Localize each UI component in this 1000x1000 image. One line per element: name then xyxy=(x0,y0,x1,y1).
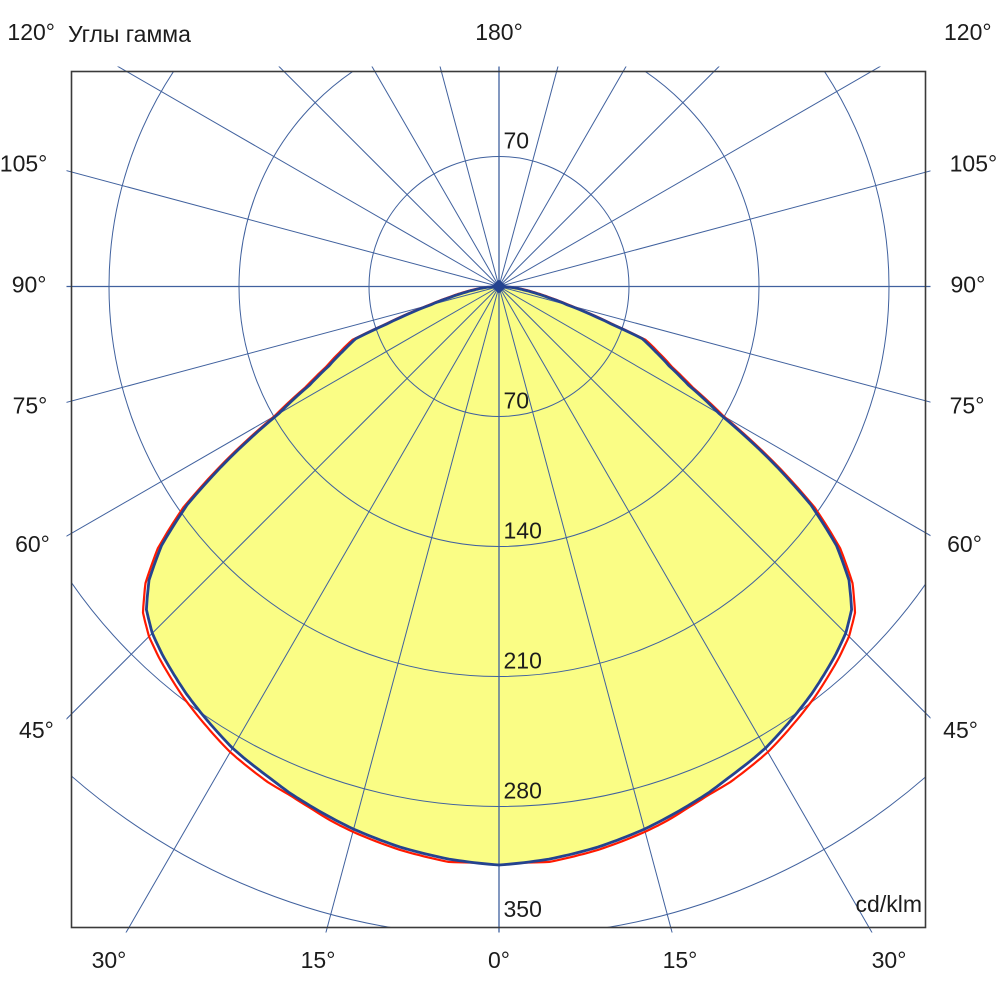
gamma-label-right-105: 105° xyxy=(950,151,998,177)
gamma-label-bottom-30: 30° xyxy=(92,947,127,973)
grid-ray-300 xyxy=(66,286,500,537)
unit-label: cd/klm xyxy=(856,891,922,917)
blue-curve-layer xyxy=(145,285,853,867)
grid-ray-120 xyxy=(498,66,882,287)
gamma-label-top-left-120: 120° xyxy=(7,19,55,45)
gamma-label-right-90: 90° xyxy=(951,272,986,298)
gamma-label-top-180: 180° xyxy=(475,19,523,45)
gamma-label-left-45: 45° xyxy=(19,717,54,743)
grid-ray-285 xyxy=(66,286,500,403)
chart-title: Углы гамма xyxy=(68,21,191,47)
grid-ray-45 xyxy=(498,286,931,719)
grid-ray-330 xyxy=(125,286,500,933)
grid-ray-150 xyxy=(498,66,627,287)
grid-ray-240 xyxy=(116,66,500,287)
radial-tick-label-350: 350 xyxy=(504,896,542,922)
gamma-label-left-75: 75° xyxy=(13,393,48,419)
grid-ray-255 xyxy=(66,170,500,287)
grid-ray-75 xyxy=(498,286,931,403)
grid-ray-30 xyxy=(498,286,873,933)
gamma-label-left-60: 60° xyxy=(15,531,50,557)
grid-ray-315 xyxy=(66,286,500,720)
gamma-label-bottom-15: 15° xyxy=(663,947,698,973)
intensity-curve-blue xyxy=(145,285,853,867)
radial-tick-label-70-upper: 70 xyxy=(504,128,530,154)
radial-tick-label-140: 140 xyxy=(504,518,542,544)
plot-frame xyxy=(70,70,927,929)
gamma-label-right-45: 45° xyxy=(943,717,978,743)
gamma-label-bottom-15: 15° xyxy=(301,947,336,973)
grid-ray-225 xyxy=(278,66,500,287)
gamma-label-bottom-0: 0° xyxy=(488,947,510,973)
gamma-label-top-right-120: 120° xyxy=(944,19,992,45)
gamma-label-right-60: 60° xyxy=(947,531,982,557)
radial-tick-label-280: 280 xyxy=(504,778,542,804)
grid-ray-195 xyxy=(439,66,500,287)
grid-ray-210 xyxy=(371,66,500,287)
grid-ray-15 xyxy=(498,286,673,933)
radial-tick-label-210: 210 xyxy=(504,648,542,674)
grid-ray-135 xyxy=(498,66,720,287)
gamma-label-bottom-30: 30° xyxy=(872,947,907,973)
grid-labels: 105° 105° 90° 90° 75° 75° 60° 60° 45° 45° 30° 15° 0°… xyxy=(0,151,997,974)
grid-ray-345 xyxy=(325,286,500,933)
gamma-label-left-90: 90° xyxy=(12,272,47,298)
gamma-label-left-105: 105° xyxy=(0,151,47,177)
gamma-label-right-75: 75° xyxy=(950,393,985,419)
grid-ray-105 xyxy=(498,170,931,287)
radial-tick-label-70: 70 xyxy=(504,388,530,414)
center-diamond-marker xyxy=(491,279,507,294)
grid-ray-60 xyxy=(498,286,931,537)
grid-ray-165 xyxy=(498,66,559,287)
